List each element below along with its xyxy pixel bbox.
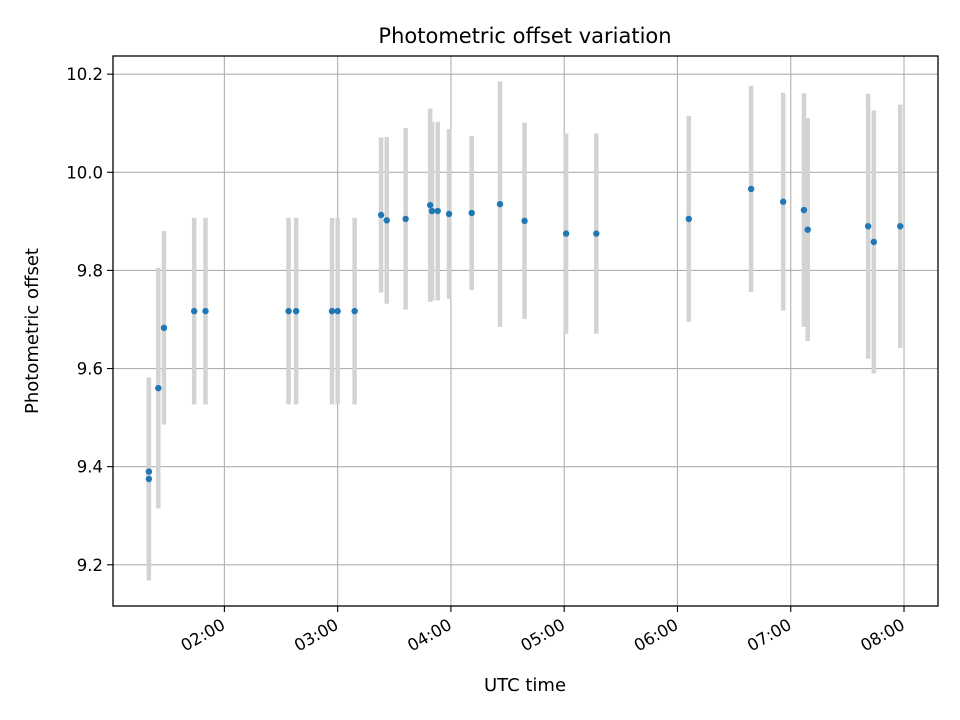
x-axis-title: UTC time — [484, 675, 566, 696]
data-point — [428, 207, 436, 215]
x-tick-label: 05:00 — [518, 615, 569, 655]
data-point — [285, 307, 292, 315]
data-point — [747, 185, 755, 193]
data-point — [800, 206, 808, 214]
data-points — [145, 185, 904, 483]
data-point — [521, 217, 528, 225]
y-axis-title: Photometric offset — [22, 248, 43, 414]
data-point — [434, 207, 441, 215]
y-tick-label: 9.2 — [77, 556, 103, 575]
chart-title: Photometric offset variation — [378, 24, 671, 48]
data-point — [292, 307, 300, 315]
plot-frame — [112, 55, 939, 607]
x-tick-label: 04:00 — [404, 615, 455, 655]
data-point — [402, 215, 409, 223]
y-tick-label: 9.6 — [77, 360, 103, 379]
x-tick-label: 06:00 — [631, 615, 682, 655]
data-point — [593, 230, 600, 237]
y-axis-ticks: 9.2 9.4 9.6 9.8 10.0 10.2 — [66, 65, 113, 575]
data-point — [779, 198, 787, 205]
data-point — [870, 238, 878, 246]
y-tick-label: 9.4 — [77, 458, 103, 477]
data-point — [190, 307, 198, 315]
data-point — [328, 307, 336, 315]
data-point — [468, 209, 475, 217]
data-point — [202, 307, 209, 315]
data-point — [804, 226, 811, 233]
data-point — [562, 230, 570, 237]
x-tick-label: 03:00 — [291, 615, 342, 655]
x-tick-label: 08:00 — [857, 615, 908, 655]
data-point — [383, 217, 390, 224]
data-point — [334, 307, 341, 315]
data-point — [351, 307, 358, 315]
data-point — [426, 201, 434, 209]
data-point — [160, 324, 168, 332]
y-tick-label: 10.2 — [66, 65, 103, 84]
data-point — [496, 200, 504, 208]
data-point — [155, 384, 162, 392]
data-point — [897, 223, 904, 230]
data-point — [377, 211, 385, 219]
y-tick-label: 9.8 — [77, 261, 103, 280]
data-point — [445, 210, 453, 218]
x-tick-label: 02:00 — [178, 615, 229, 655]
data-point — [864, 223, 872, 230]
data-point — [145, 468, 153, 475]
x-tick-label: 07:00 — [744, 615, 795, 655]
data-point — [685, 215, 693, 223]
data-point — [145, 475, 153, 483]
y-tick-label: 10.0 — [66, 163, 103, 182]
x-axis-ticks: 02:00 03:00 04:00 05:00 06:00 07:00 08:00 — [178, 606, 908, 655]
